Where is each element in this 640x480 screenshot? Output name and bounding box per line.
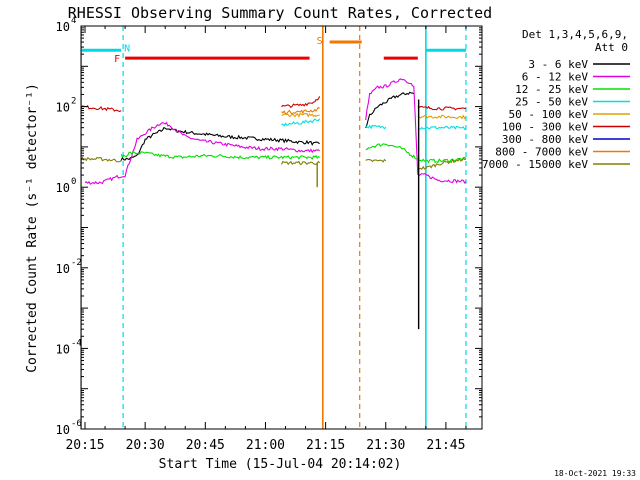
- legend-label-7: 800 - 7000 keV: [495, 146, 588, 159]
- x-tick-label-1: 20:30: [126, 438, 165, 453]
- y-tick-label-1: 10: [56, 101, 70, 115]
- legend-label-8: 7000 - 15000 keV: [482, 158, 588, 171]
- y-tick-exponent-4: -4: [71, 338, 82, 348]
- legend-label-1: 6 - 12 keV: [522, 71, 589, 84]
- legend-label-6: 300 - 800 keV: [502, 133, 588, 146]
- legend-header-1: Att 0: [595, 41, 628, 54]
- vertical-markers: [81, 26, 467, 429]
- series-line-2-seg-1: [120, 151, 320, 160]
- annotation-label-saa: S: [317, 36, 323, 47]
- legend-label-3: 25 - 50 keV: [515, 96, 588, 109]
- legend-label-4: 50 - 100 keV: [509, 108, 589, 121]
- series-line-8-seg-0: [81, 156, 122, 163]
- y-tick-label-4: 10: [56, 342, 70, 356]
- y-tick-label-3: 10: [56, 262, 70, 276]
- annotation-bars: NF S: [81, 36, 466, 65]
- y-tick-exponent-0: 4: [71, 16, 76, 26]
- annotation-label-night: N: [124, 43, 130, 54]
- series-line-2-seg-2: [365, 143, 467, 164]
- series-line-8-seg-4: [281, 160, 321, 166]
- x-tick-label-0: 20:15: [65, 438, 104, 453]
- x-tick-label-3: 21:00: [246, 438, 285, 453]
- series-line-3-seg-5: [281, 118, 321, 127]
- x-tick-label-4: 21:15: [306, 438, 345, 453]
- series-line-5-seg-4: [281, 96, 321, 109]
- footer-timestamp: 18-Oct-2021 19:33: [554, 469, 636, 478]
- x-tick-label-6: 21:45: [426, 438, 465, 453]
- legend-label-2: 12 - 25 keV: [515, 83, 588, 96]
- series-line-7-seg-5: [281, 106, 320, 115]
- series-lines: [81, 78, 467, 330]
- legend-label-0: 3 - 6 keV: [528, 58, 588, 71]
- series-line-3-seg-7: [417, 125, 467, 131]
- x-axis-label: Start Time (15-Jul-04 20:14:02): [159, 457, 402, 472]
- series-line-4-seg-5: [281, 112, 320, 118]
- x-tick-label-5: 21:30: [366, 438, 405, 453]
- x-tick-label-2: 20:45: [186, 438, 225, 453]
- series-line-4-seg-7: [417, 114, 467, 120]
- series-line-0-seg-1: [120, 126, 320, 161]
- series-line-8-seg-5: [365, 158, 387, 163]
- annotation-label-flare: F: [114, 54, 120, 65]
- y-tick-label-0: 10: [56, 20, 70, 34]
- y-tick-exponent-3: -2: [71, 258, 82, 268]
- y-tick-label-2: 10: [56, 181, 70, 195]
- y-tick-exponent-2: 0: [71, 177, 76, 187]
- chart-title: RHESSI Observing Summary Count Rates, Co…: [68, 4, 492, 22]
- series-line-8-seg-6: [417, 157, 467, 170]
- series-line-5-seg-6: [417, 105, 466, 111]
- series-line-3-seg-6: [365, 124, 387, 130]
- series-line-0-seg-2: [365, 91, 414, 129]
- legend-label-5: 100 - 300 keV: [502, 121, 588, 134]
- x-axis: 20:15 20:30 20:45 21:00 21:15 21:30 21:45: [65, 26, 467, 453]
- y-tick-exponent-1: 2: [71, 97, 76, 107]
- series-line-1-seg-0: [84, 121, 320, 185]
- series-line-1-seg-1: [365, 78, 467, 184]
- legend-header-0: Det 1,3,4,5,6,9,: [522, 28, 628, 41]
- series-line-5-seg-0: [81, 104, 122, 113]
- y-tick-exponent-5: -6: [71, 419, 82, 429]
- y-tick-label-5: 10: [56, 423, 70, 437]
- y-axis-label: Corrected Count Rate (s⁻¹ detector⁻¹): [25, 83, 40, 373]
